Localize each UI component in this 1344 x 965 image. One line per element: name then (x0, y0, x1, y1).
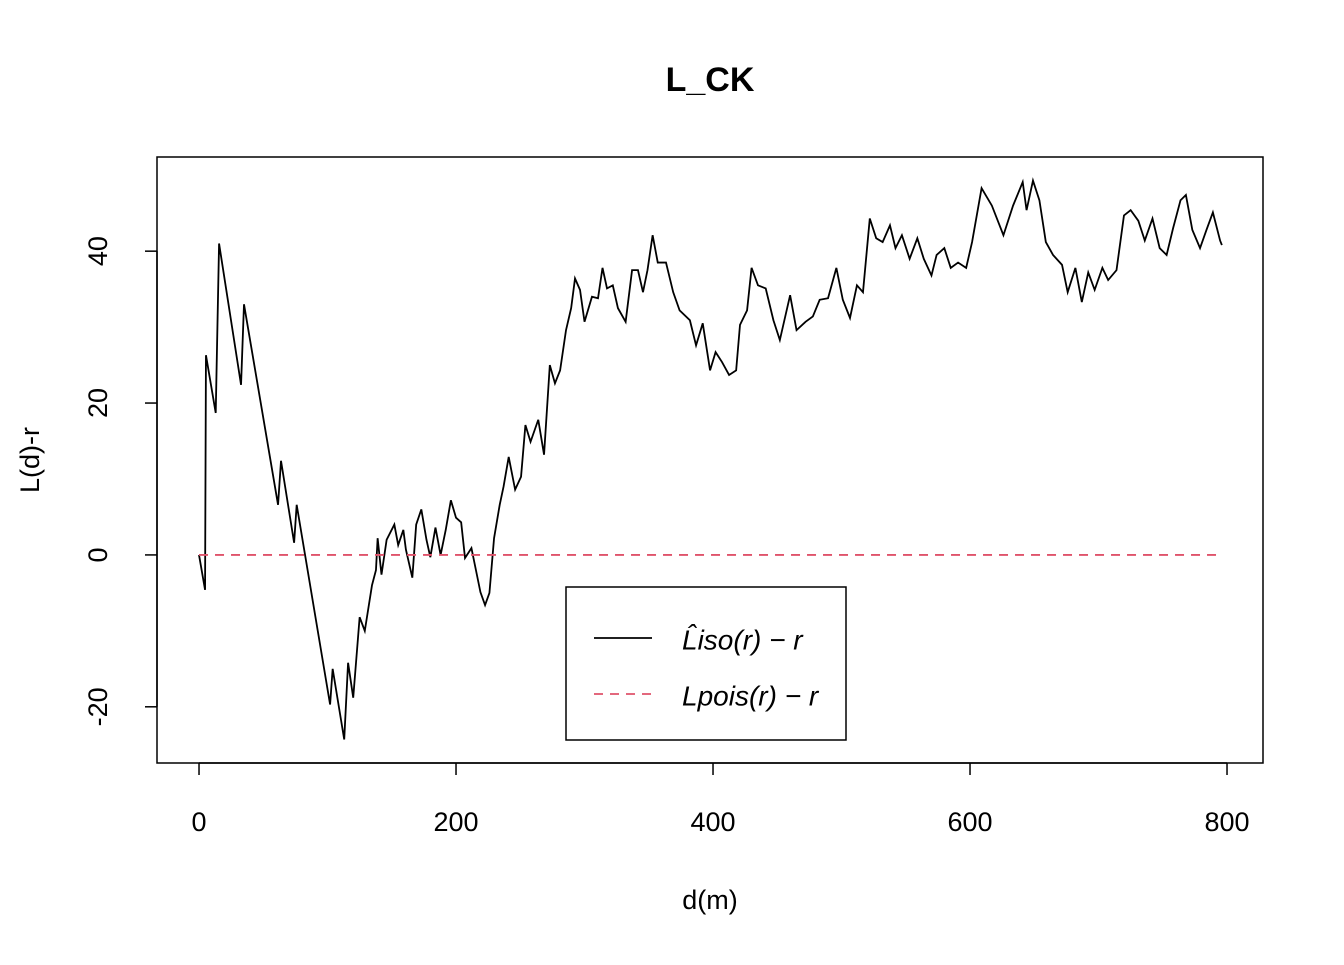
y-tick-label: 20 (83, 388, 113, 418)
y-axis-label: L(d)-r (15, 427, 45, 493)
x-axis-label: d(m) (682, 885, 738, 915)
x-tick-label: 800 (1204, 807, 1249, 837)
x-tick-label: 200 (433, 807, 478, 837)
x-tick-label: 400 (690, 807, 735, 837)
chart-title: L_CK (666, 61, 755, 99)
legend-label: L̂iso(r) − r (682, 624, 804, 655)
y-tick-label: 40 (83, 236, 113, 266)
y-tick-label: 0 (83, 547, 113, 562)
x-tick-label: 0 (192, 807, 207, 837)
x-tick-label: 600 (947, 807, 992, 837)
legend-label: Lpois(r) − r (682, 680, 820, 711)
legend-box (565, 586, 847, 741)
data-line (198, 177, 1223, 740)
y-tick-label: -20 (83, 687, 113, 726)
